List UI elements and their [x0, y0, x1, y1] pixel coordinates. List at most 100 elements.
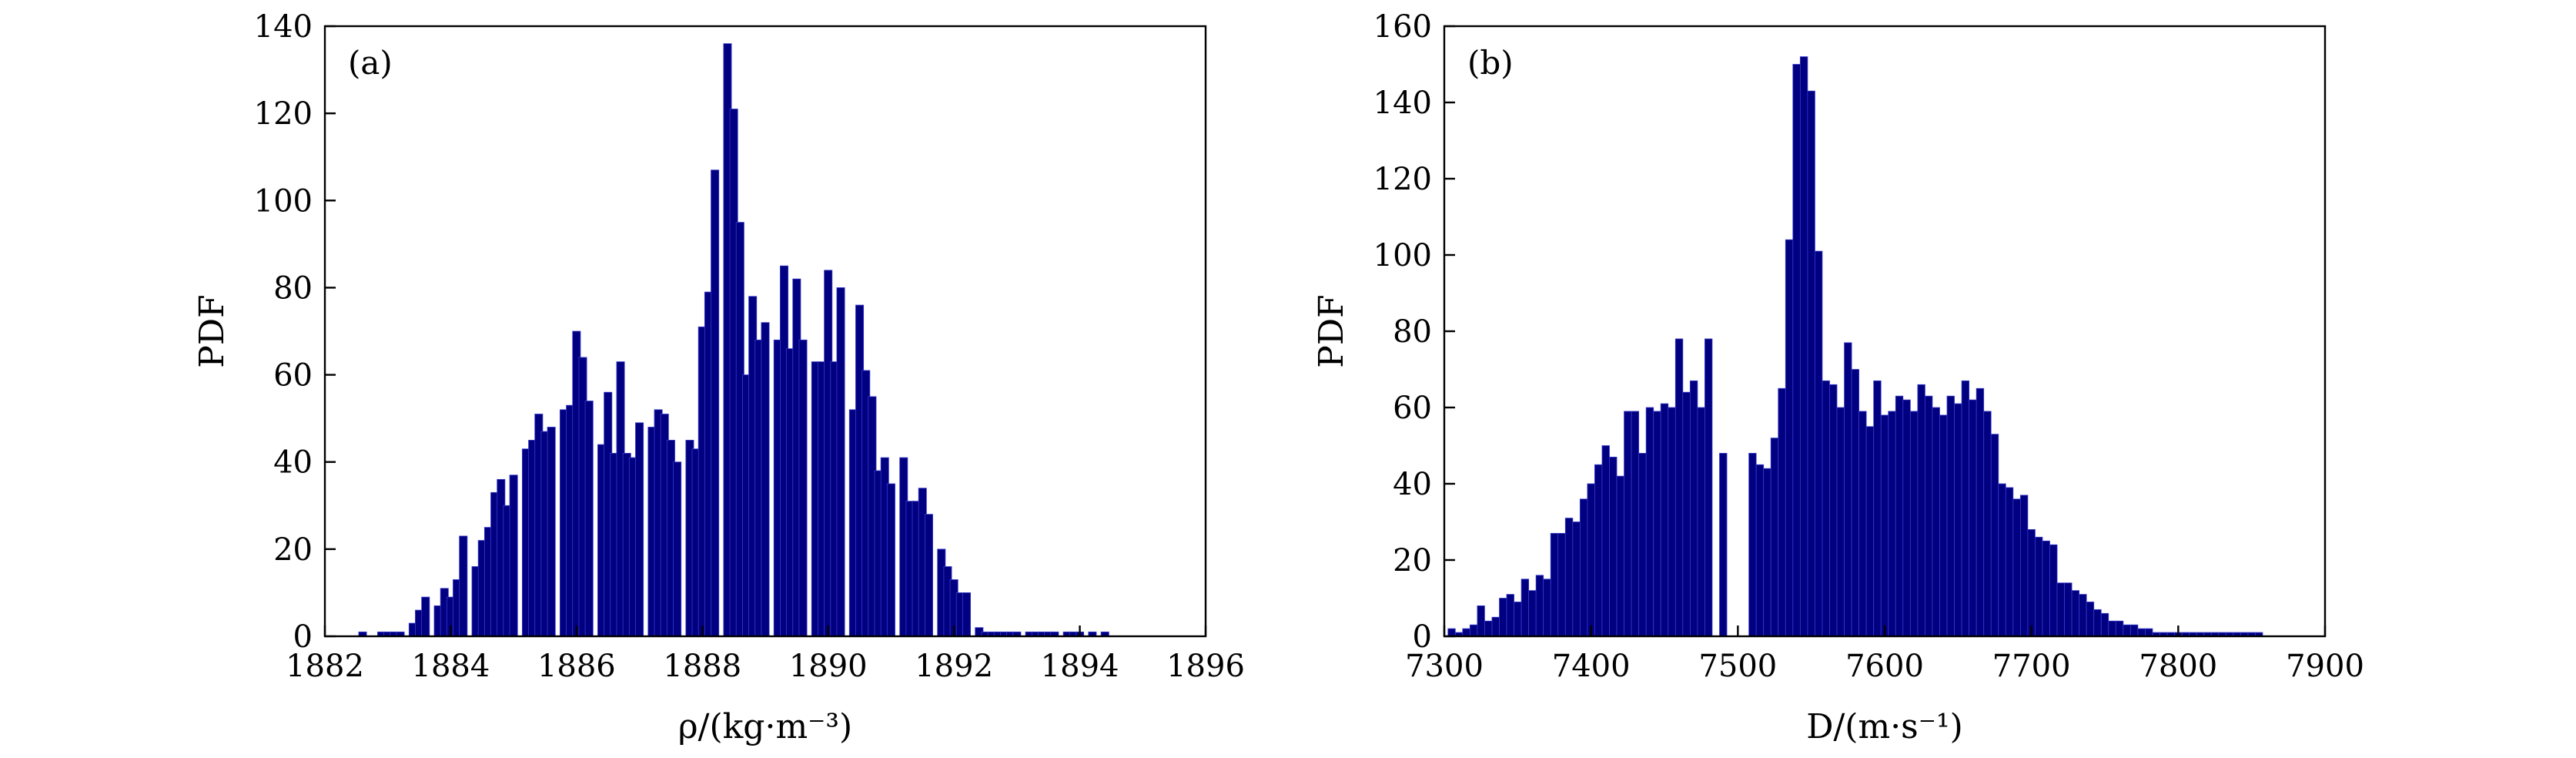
panel-b-bar — [1499, 598, 1507, 637]
panel-b-bar — [2019, 495, 2029, 637]
panel-b-bar — [1844, 342, 1852, 637]
panel-b-bar — [1638, 453, 1647, 637]
panel-b-bar — [2064, 582, 2073, 637]
panel-b-bar — [2086, 602, 2095, 637]
panel-b-bar — [1785, 239, 1794, 637]
panel-b-bar — [2027, 529, 2036, 637]
panel-b-bar — [2145, 628, 2153, 637]
panel-a-x-tick-label: 1884 — [412, 649, 490, 684]
panel-b-bar — [1660, 403, 1669, 637]
panel-a-bar — [509, 475, 518, 637]
panel-a-bar — [459, 535, 468, 637]
panel-a-x-tick-label: 1886 — [537, 649, 616, 684]
panel-b-bar — [2123, 624, 2131, 637]
panel-b-bar — [1858, 411, 1867, 637]
panel-b-y-tick-label: 80 — [1393, 314, 1432, 350]
panel-b-bar — [1946, 395, 1955, 637]
panel-b-bar — [1895, 395, 1904, 637]
panel-b-y-axis: 0 20 40 60 80 100 120 140 160 — [1373, 9, 1455, 655]
panel-b-y-tick-label: 160 — [1373, 9, 1432, 45]
panel-b-y-tick-label: 140 — [1373, 86, 1432, 121]
panel-b-bar — [2005, 487, 2014, 637]
panel-b-bar — [1616, 475, 1624, 637]
panel-b-bar — [1836, 407, 1845, 637]
panel-b-y-tick-label: 100 — [1373, 238, 1432, 273]
panel-b-bar — [1668, 407, 1676, 637]
panel-a-y-tick-label: 80 — [273, 270, 313, 306]
panel-b-bar — [1932, 407, 1940, 637]
panel-b-bar — [1705, 338, 1713, 637]
panel-a-bar — [798, 339, 808, 637]
panel-b-bar — [1447, 628, 1456, 637]
panel-b-bar — [1755, 464, 1765, 637]
panel-b-bar — [2056, 582, 2065, 637]
panel-b-bar — [1815, 250, 1823, 637]
panel-a-y-tick-label: 40 — [273, 445, 313, 481]
panel-b-bar — [1719, 453, 1728, 637]
panel-a-bar — [711, 169, 720, 637]
panel-b-bar — [1902, 399, 1911, 637]
panel-b-y-tick-label: 0 — [1413, 619, 1432, 655]
panel-a-bar — [547, 427, 556, 637]
panel-b-bar — [1873, 380, 1882, 637]
panel-b-x-tick-label: 7300 — [1405, 649, 1484, 684]
panel-b-bar — [1601, 445, 1610, 637]
panel-b-y-tick-label: 20 — [1393, 543, 1432, 579]
panel-a-x-tick-label: 1896 — [1166, 649, 1245, 684]
panel-b-bar — [1469, 624, 1478, 637]
panel-a-x-tick-label: 1890 — [789, 649, 868, 684]
panel-a-y-axis: 0 20 40 60 80 100 120 140 — [254, 9, 336, 655]
panel-b-bars — [1447, 56, 2263, 637]
panel-b-bar — [1880, 414, 1889, 637]
panel-b-bar — [2071, 590, 2080, 637]
panel-b-bar — [2093, 609, 2102, 637]
panel-a-bar — [886, 483, 895, 637]
panel-b-bar — [1822, 380, 1830, 637]
panel-b-bar — [1748, 453, 1757, 637]
panel-b-bar — [2108, 620, 2116, 637]
panel-b-x-tick-label: 7500 — [1698, 649, 1777, 684]
panel-b-bar — [1939, 414, 1948, 637]
panel-a-y-tick-label: 0 — [293, 619, 313, 655]
panel-b-bar — [1990, 434, 1999, 637]
panel-a-bar — [836, 287, 845, 637]
panel-a-x-axis: 1882 1884 1886 1888 1890 1892 1894 1896 — [286, 626, 1245, 684]
panel-b-bar — [1564, 518, 1574, 637]
panel-b-bar — [2035, 536, 2043, 637]
panel-b-x-axis-label: D/(m·s⁻¹) — [1806, 707, 1963, 746]
panel-b-x-tick-label: 7800 — [2139, 649, 2217, 684]
panel-a-x-tick-label: 1882 — [286, 649, 364, 684]
panel-b-bar — [1851, 369, 1860, 637]
panel-b-bar — [1909, 411, 1919, 637]
panel-b-bar — [1557, 532, 1566, 637]
panel-b-bar — [1969, 399, 1977, 637]
panel-b-bar — [1484, 620, 1493, 637]
panel-b-bar — [1594, 464, 1603, 637]
panel-b-bar — [1535, 575, 1544, 637]
panel-b-bar — [2042, 540, 2050, 637]
panel-b-bar — [1631, 411, 1640, 637]
panel-b-bar — [1682, 391, 1691, 637]
panel-b-bar — [1645, 407, 1654, 637]
panel-a-y-axis-label: PDF — [192, 294, 232, 367]
panel-b-bar — [1550, 532, 1559, 637]
panel-b-bar — [1888, 411, 1896, 637]
panel-b-label: (b) — [1467, 44, 1514, 82]
panel-b-y-tick-label: 40 — [1393, 467, 1432, 502]
panel-b-bar — [1689, 380, 1698, 637]
panel-a-bar — [673, 461, 682, 637]
panel-b-bar — [2012, 498, 2021, 637]
panel-b-bar — [1624, 411, 1632, 637]
panel-b-bar — [1543, 579, 1551, 637]
panel-a-x-axis-label: ρ/(kg·m⁻³) — [678, 707, 852, 746]
panel-b-bar — [1587, 483, 1595, 637]
panel-b-bar — [1917, 384, 1925, 637]
panel-b-bar — [2115, 620, 2124, 637]
panel-b-bar — [1521, 579, 1530, 637]
panel-a-y-tick-label: 60 — [273, 358, 313, 394]
panel-b-bar — [1609, 456, 1618, 637]
panel-b-bar — [1697, 407, 1705, 637]
panel-b-bar — [1477, 605, 1485, 637]
panel-b-bar — [1792, 64, 1801, 637]
panel-b-bar — [1579, 498, 1588, 637]
